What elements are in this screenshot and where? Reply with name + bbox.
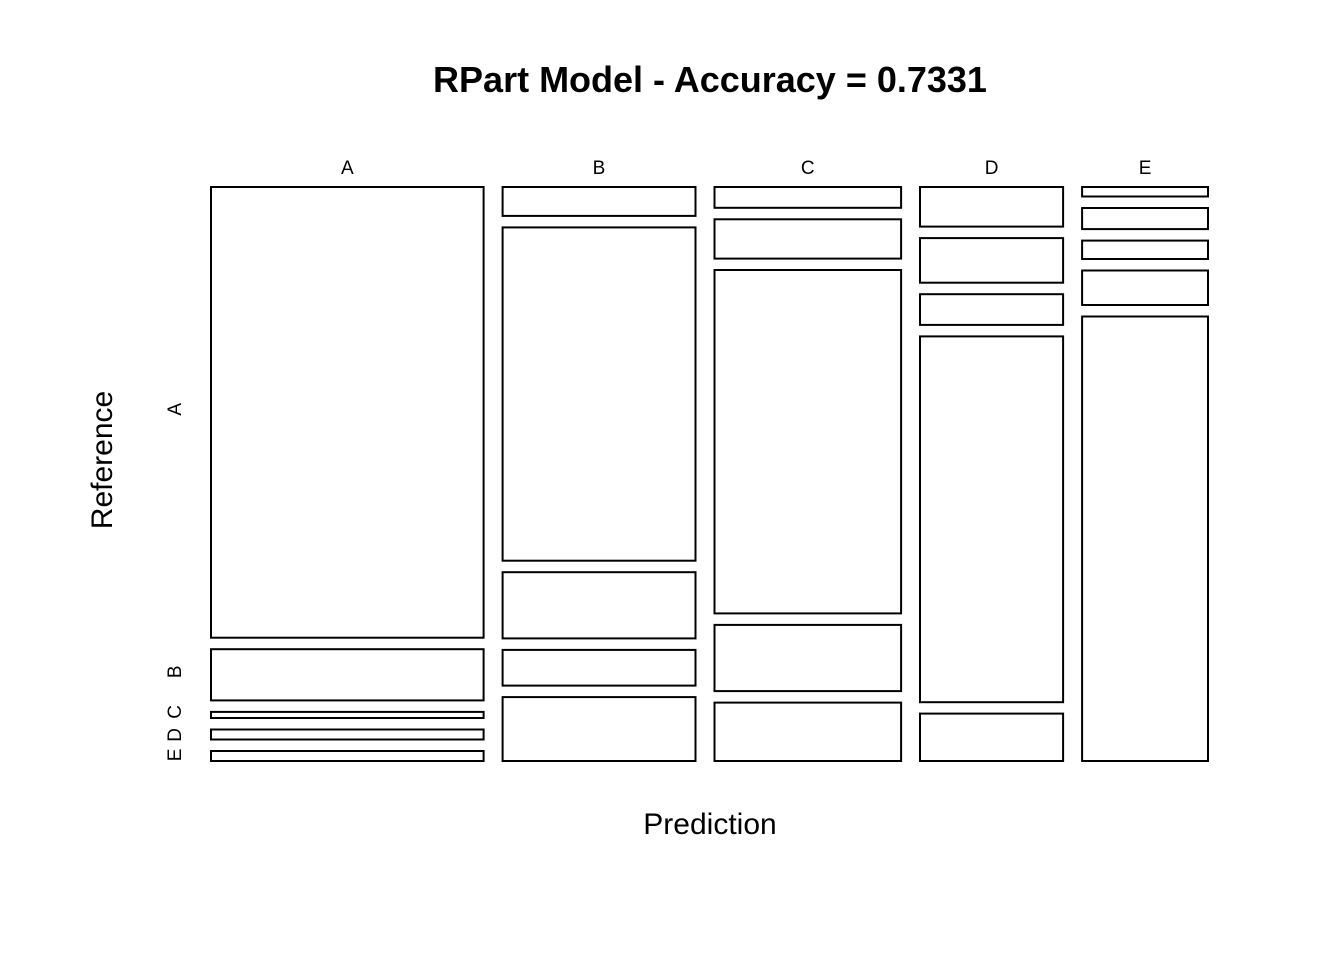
mosaic-cells (210, 186, 1209, 762)
y-tick-label-a: A (165, 403, 186, 416)
x-tick-label-b: B (593, 158, 606, 179)
mosaic-cell-pred-a-ref-a (210, 186, 485, 639)
mosaic-cell-pred-e-ref-a (1081, 186, 1209, 198)
y-tick-labels: A B CDE (165, 403, 186, 762)
mosaic-cell-pred-a-ref-d (210, 728, 485, 741)
x-tick-label-a: A (341, 158, 354, 179)
mosaic-cell-pred-a-ref-e (210, 750, 485, 762)
chart-title: RPart Model - Accuracy = 0.7331 (433, 59, 987, 100)
mosaic-cell-pred-a-ref-c (210, 710, 485, 720)
mosaic-cell-pred-e-ref-c (1081, 239, 1209, 261)
y-tick-label-b: B (165, 665, 186, 678)
mosaic-cell-pred-d-ref-a (919, 186, 1065, 228)
x-tick-label-d: D (985, 158, 999, 179)
mosaic-cell-pred-b-ref-b (501, 226, 697, 562)
mosaic-cell-pred-c-ref-c (713, 269, 903, 615)
mosaic-cell-pred-c-ref-a (713, 186, 903, 209)
mosaic-cell-pred-b-ref-c (501, 571, 697, 640)
mosaic-cell-pred-d-ref-e (919, 712, 1065, 762)
mosaic-cell-pred-e-ref-b (1081, 207, 1209, 231)
mosaic-cell-pred-d-ref-b (919, 237, 1065, 284)
y-tick-label-e: E (165, 749, 186, 762)
mosaic-cell-pred-c-ref-d (713, 623, 903, 693)
mosaic-cell-pred-a-ref-b (210, 648, 485, 702)
mosaic-cell-pred-e-ref-e (1081, 315, 1209, 762)
y-axis-title: Reference (86, 391, 119, 529)
mosaic-cell-pred-b-ref-a (501, 186, 697, 217)
x-tick-labels: A B C D E (341, 158, 1151, 179)
y-tick-label-c: C (165, 705, 186, 719)
mosaic-cell-pred-e-ref-d (1081, 269, 1209, 306)
x-tick-label-c: C (801, 158, 815, 179)
mosaic-cell-pred-c-ref-b (713, 218, 903, 260)
mosaic-cell-pred-c-ref-e (713, 701, 903, 762)
y-tick-label-d: D (165, 728, 186, 742)
x-tick-label-e: E (1139, 158, 1152, 179)
mosaic-cell-pred-d-ref-d (919, 335, 1065, 704)
mosaic-cell-pred-b-ref-e (501, 696, 697, 762)
mosaic-cell-pred-b-ref-d (501, 648, 697, 687)
mosaic-cell-pred-d-ref-c (919, 293, 1065, 326)
x-axis-title: Prediction (643, 808, 776, 841)
